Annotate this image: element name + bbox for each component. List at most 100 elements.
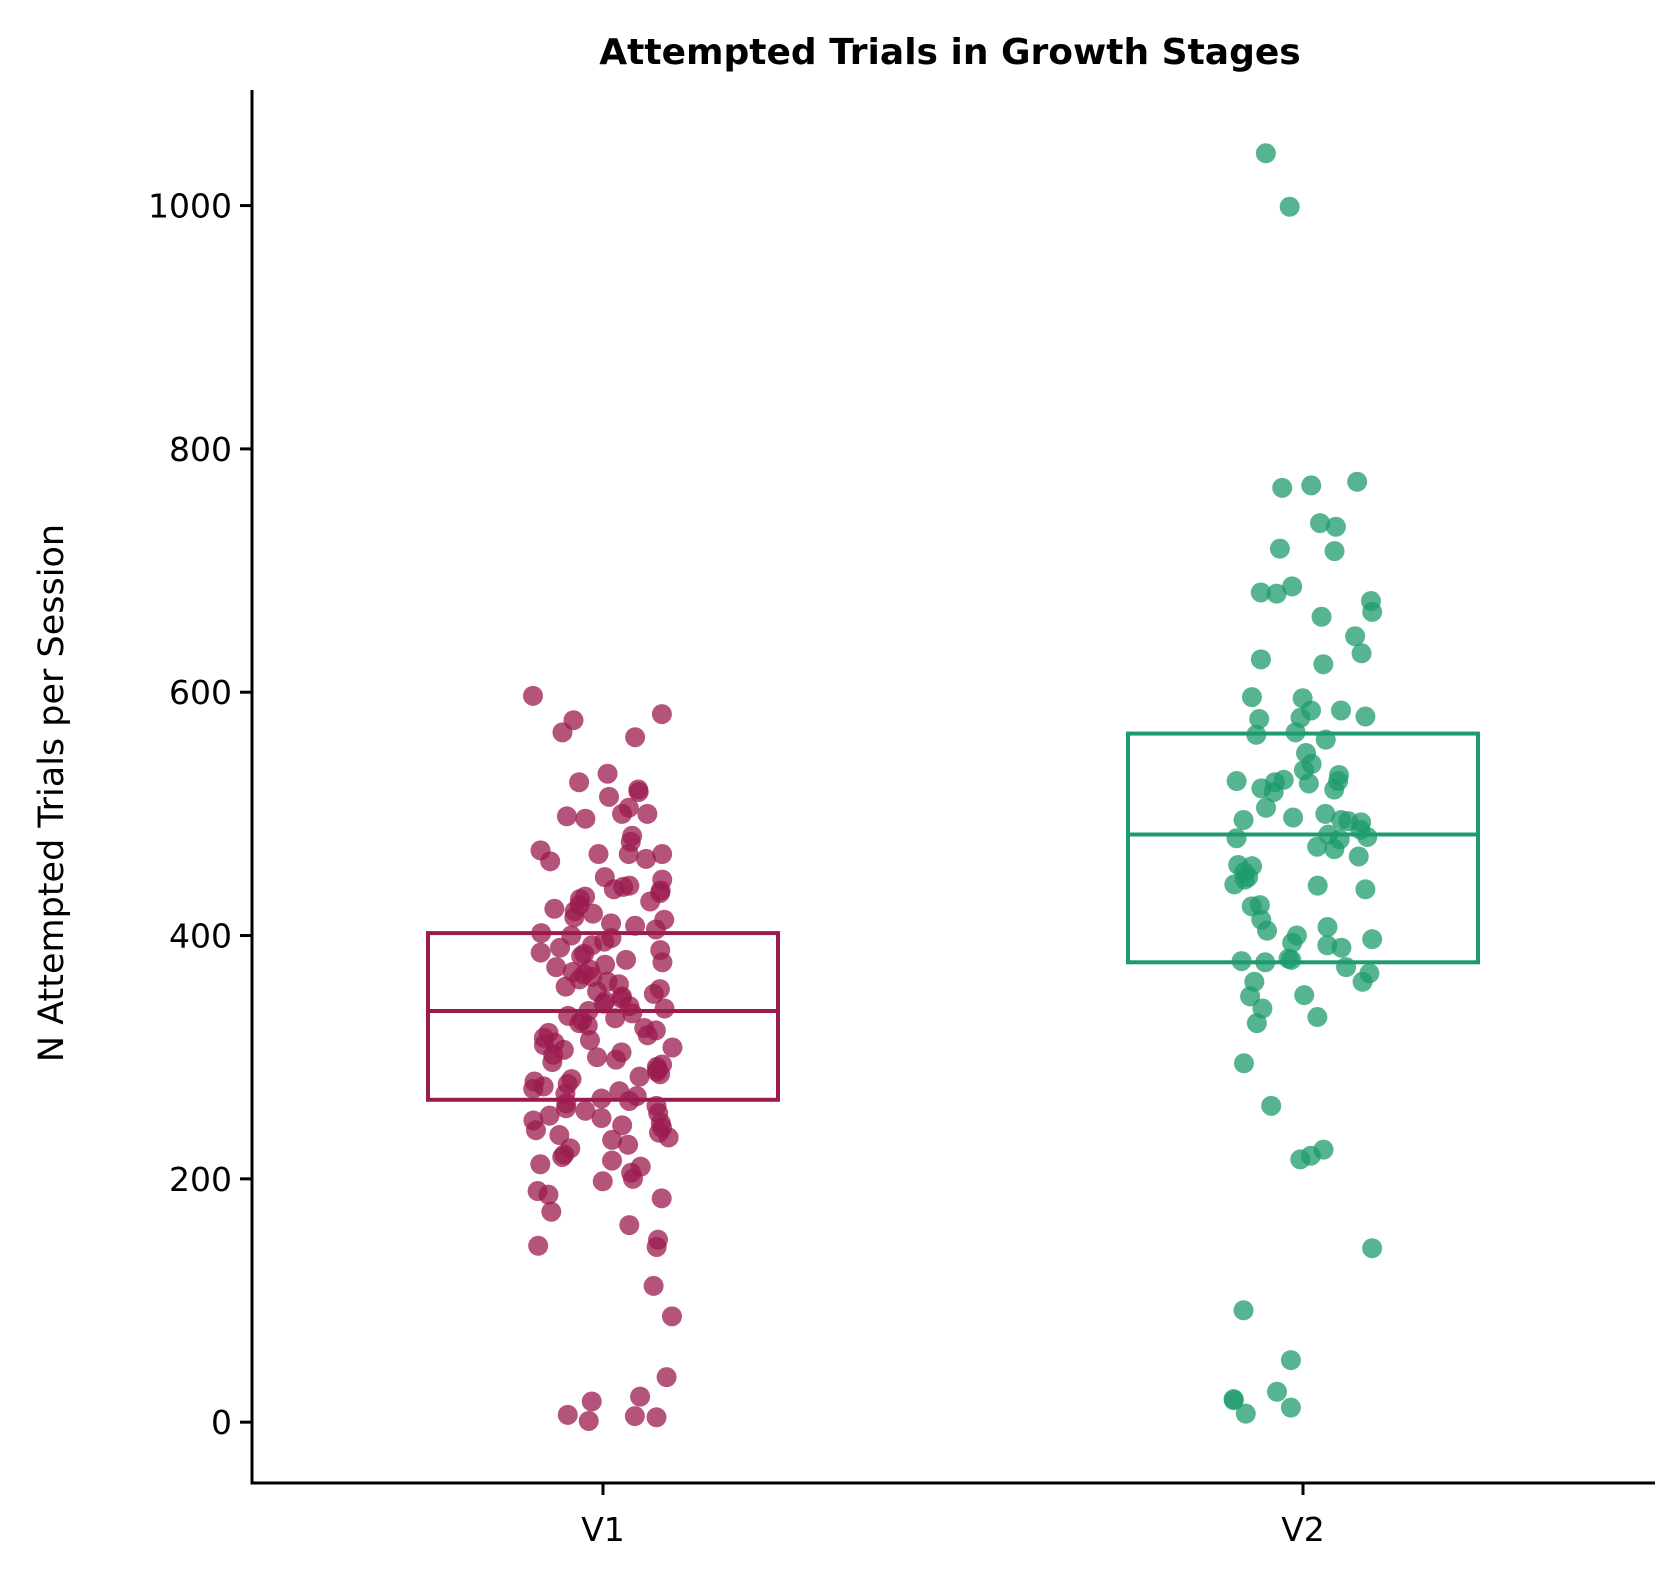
- data-point: [1331, 937, 1352, 958]
- data-point: [1324, 541, 1345, 562]
- data-point: [1307, 1007, 1328, 1028]
- y-tick-label: 400: [169, 917, 232, 956]
- data-point: [652, 952, 673, 973]
- data-point: [640, 891, 661, 912]
- data-point: [1355, 706, 1376, 727]
- data-point: [1282, 576, 1303, 597]
- data-point: [1233, 809, 1254, 830]
- y-tick-label: 600: [169, 673, 232, 712]
- data-point: [605, 1008, 626, 1029]
- data-point: [552, 722, 573, 743]
- data-point: [1272, 477, 1293, 498]
- data-point: [618, 844, 639, 865]
- data-point: [643, 1275, 664, 1296]
- data-point: [595, 954, 616, 975]
- data-point: [612, 803, 633, 824]
- data-point: [597, 763, 618, 784]
- points-layer: [523, 143, 1383, 1431]
- data-point: [550, 937, 571, 958]
- data-point: [582, 903, 603, 924]
- data-point: [606, 1049, 627, 1070]
- data-point: [523, 685, 544, 706]
- data-point: [1347, 471, 1368, 492]
- data-point: [540, 851, 561, 872]
- data-point: [588, 844, 609, 865]
- data-point: [1255, 143, 1276, 164]
- data-point: [591, 1108, 612, 1129]
- data-point: [530, 1154, 551, 1175]
- data-point: [1250, 582, 1271, 603]
- data-point: [1348, 846, 1369, 867]
- data-point: [1279, 196, 1300, 217]
- data-point: [598, 786, 619, 807]
- data-point: [1362, 601, 1383, 622]
- y-tick-label: 800: [169, 430, 232, 469]
- tick-layer: 0 200 400 600 800 1000 V1 V2: [148, 187, 1325, 1549]
- data-point: [1226, 828, 1247, 849]
- box-layer: [426, 731, 1480, 1102]
- y-tick-label: 200: [169, 1160, 232, 1199]
- data-point: [579, 1030, 600, 1051]
- x-tick-label: V2: [1281, 1510, 1325, 1549]
- data-point: [546, 957, 567, 978]
- data-point: [577, 1015, 598, 1036]
- data-point: [1233, 1300, 1254, 1321]
- chart-title: Attempted Trials in Growth Stages: [599, 32, 1300, 73]
- box-iqr: [426, 931, 780, 1102]
- data-point: [601, 913, 622, 934]
- data-point: [1267, 1381, 1288, 1402]
- data-point: [650, 1064, 671, 1085]
- data-point: [624, 1406, 645, 1427]
- data-point: [1246, 1013, 1267, 1034]
- data-point: [1357, 826, 1378, 847]
- data-point: [557, 1404, 578, 1425]
- data-point: [1250, 649, 1271, 670]
- data-point: [528, 1235, 549, 1256]
- data-point: [1352, 971, 1373, 992]
- data-point: [1355, 879, 1376, 900]
- box-iqr: [1126, 731, 1480, 965]
- data-point: [1307, 836, 1328, 857]
- data-point: [658, 1127, 679, 1148]
- data-point: [564, 907, 585, 928]
- data-point: [636, 848, 657, 869]
- data-point: [539, 1105, 560, 1126]
- data-point: [1280, 1397, 1301, 1418]
- data-point: [1249, 708, 1270, 729]
- data-point: [1266, 583, 1287, 604]
- data-point: [1362, 929, 1383, 950]
- data-point: [542, 1052, 563, 1073]
- data-point: [1317, 917, 1338, 938]
- data-point: [1281, 949, 1302, 970]
- data-point: [602, 1129, 623, 1150]
- data-point: [555, 1098, 576, 1119]
- data-point: [575, 808, 596, 829]
- data-point: [662, 1037, 683, 1058]
- data-point: [541, 1201, 562, 1222]
- data-point: [1362, 1238, 1383, 1259]
- data-point: [525, 1120, 546, 1141]
- data-point: [552, 1146, 573, 1167]
- data-point: [1330, 700, 1351, 721]
- data-point: [1315, 803, 1336, 824]
- data-point: [1226, 771, 1247, 792]
- data-point: [575, 1100, 596, 1121]
- y-axis-label: N Attempted Trials per Session: [32, 524, 72, 1062]
- data-point: [646, 1236, 667, 1257]
- data-point: [530, 942, 551, 963]
- data-point: [538, 1184, 559, 1205]
- data-point: [602, 1150, 623, 1171]
- data-point: [1282, 932, 1303, 953]
- data-point: [1301, 475, 1322, 496]
- data-point: [1298, 773, 1319, 794]
- data-point: [569, 772, 590, 793]
- data-point: [651, 1188, 672, 1209]
- data-point: [1283, 807, 1304, 828]
- data-point: [652, 844, 673, 865]
- data-point: [592, 1171, 613, 1192]
- data-point: [1223, 1390, 1244, 1411]
- data-point: [1241, 687, 1262, 708]
- data-point: [523, 1078, 544, 1099]
- data-point: [1307, 875, 1328, 896]
- data-point: [581, 1391, 602, 1412]
